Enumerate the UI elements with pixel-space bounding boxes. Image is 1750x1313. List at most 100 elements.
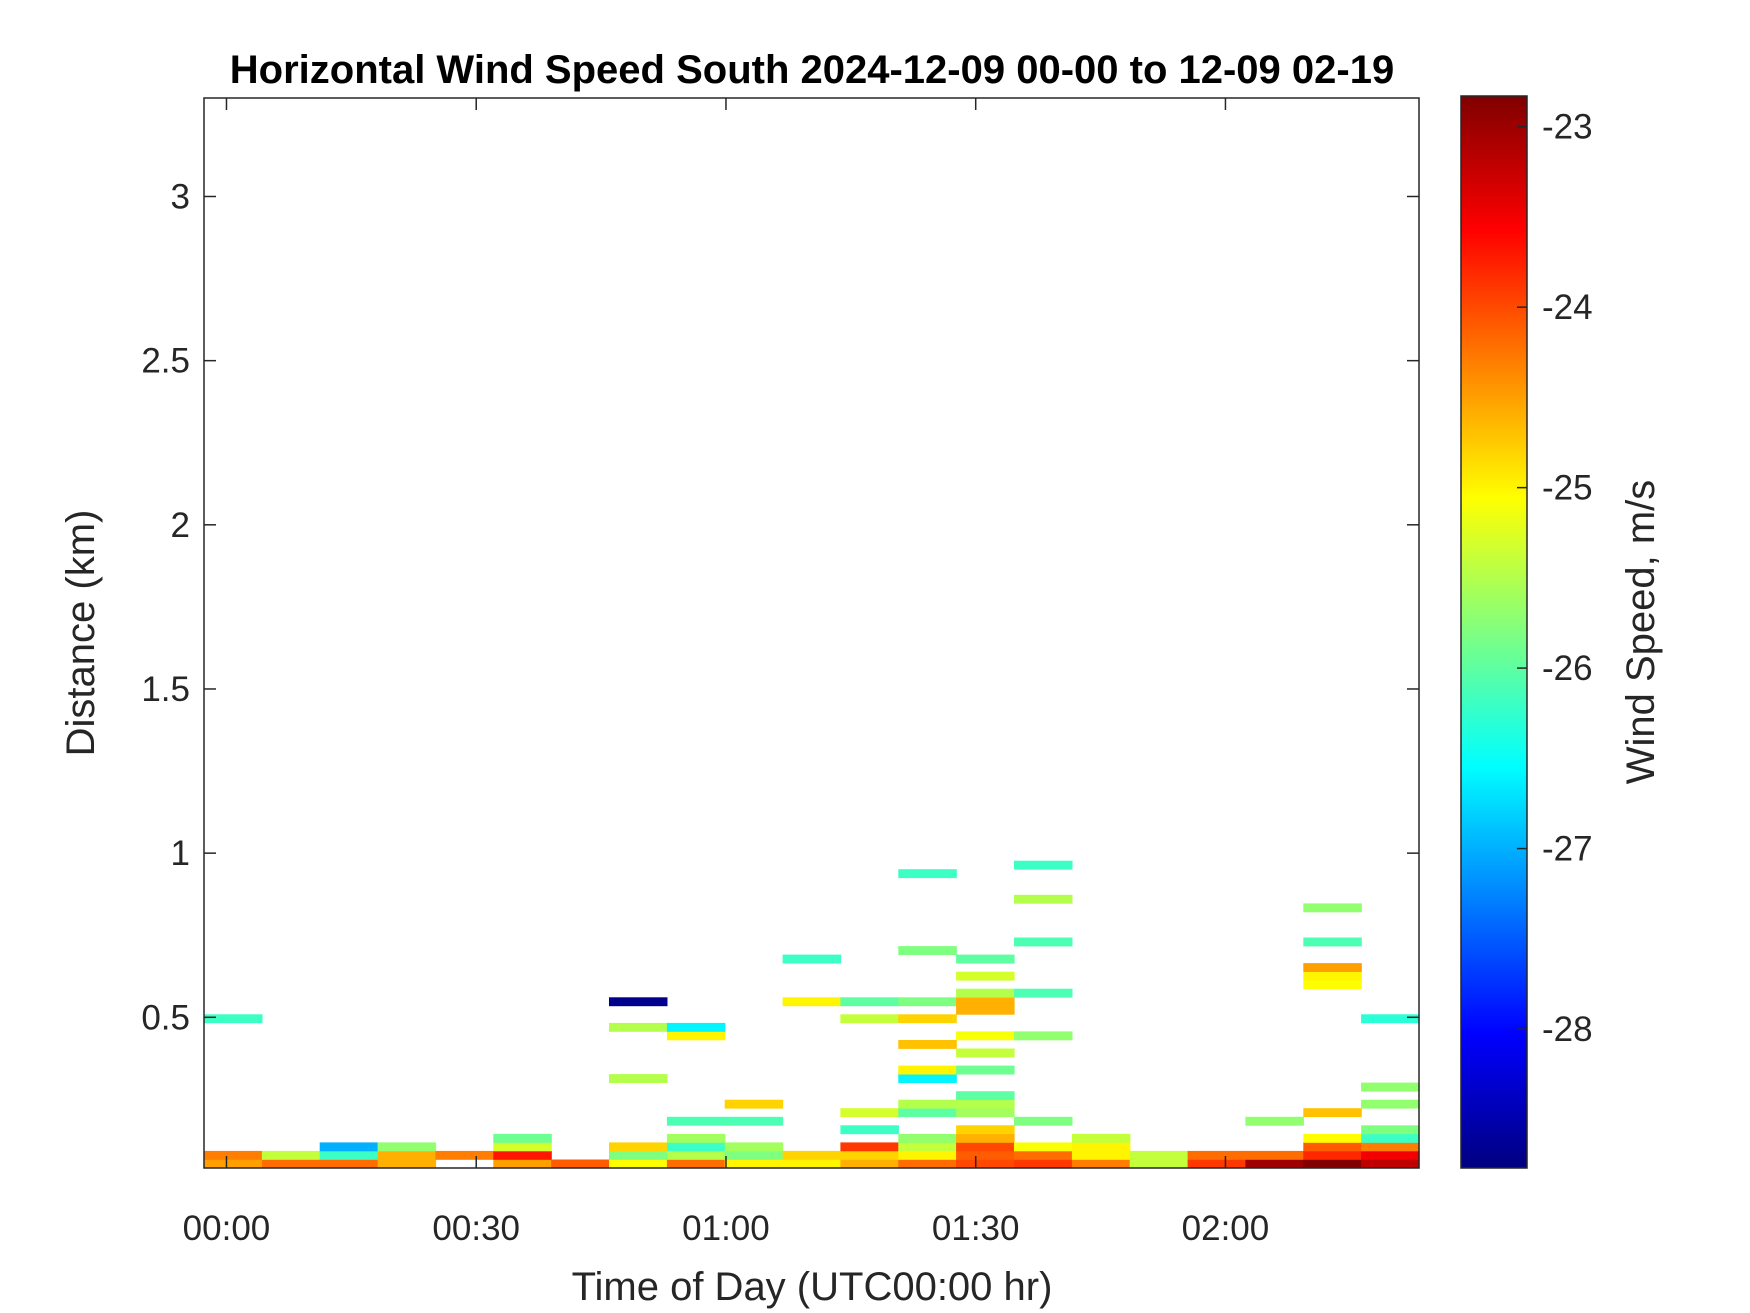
heatmap-cell bbox=[898, 1065, 957, 1075]
heatmap-cell bbox=[840, 1108, 899, 1118]
y-tick-label: 1 bbox=[171, 834, 190, 873]
heatmap-cell bbox=[493, 1133, 552, 1143]
heatmap-cell bbox=[204, 1159, 263, 1169]
y-tick-label: 2 bbox=[171, 506, 190, 545]
colorbar-tick-label: -25 bbox=[1542, 469, 1593, 508]
heatmap-cell bbox=[840, 1150, 899, 1160]
colorbar-label: Wind Speed, m/s bbox=[1619, 480, 1663, 785]
heatmap-cell bbox=[377, 1150, 437, 1160]
heatmap-cells bbox=[204, 860, 1420, 1169]
heatmap-cell bbox=[724, 1099, 784, 1109]
heatmap-cell bbox=[956, 1031, 1015, 1041]
heatmap-cell bbox=[898, 946, 957, 955]
heatmap-cell bbox=[1361, 1014, 1420, 1024]
heatmap-cell bbox=[666, 1133, 726, 1143]
heatmap-cell bbox=[319, 1150, 379, 1160]
heatmap-cell bbox=[956, 997, 1015, 1007]
heatmap-cell bbox=[1245, 1150, 1304, 1160]
heatmap-cell bbox=[898, 1108, 957, 1118]
heatmap-cell bbox=[1071, 1150, 1131, 1160]
heatmap-cell bbox=[898, 1133, 957, 1143]
heatmap-cell bbox=[840, 997, 899, 1007]
heatmap-cell bbox=[898, 1150, 957, 1160]
heatmap-cell bbox=[204, 1014, 263, 1024]
heatmap-cell bbox=[898, 1099, 957, 1109]
heatmap-cell bbox=[1014, 1116, 1073, 1126]
heatmap-cell bbox=[1187, 1150, 1247, 1160]
x-tick-label: 02:00 bbox=[1182, 1209, 1270, 1248]
heatmap-cell bbox=[493, 1142, 552, 1152]
heatmap-cell bbox=[956, 1065, 1015, 1075]
heatmap-cell bbox=[609, 1022, 668, 1032]
heatmap-cell bbox=[666, 1150, 726, 1160]
axes: 00:00 00:30 01:00 01:30 02:00 0.5 1 1.5 2 2.5 3 bbox=[141, 98, 1419, 1248]
heatmap-cell bbox=[666, 1142, 726, 1152]
heatmap-cell bbox=[956, 1108, 1015, 1118]
colorbar-tick-label: -24 bbox=[1542, 288, 1593, 327]
heatmap-cell bbox=[204, 1150, 263, 1160]
y-tick-label: 2.5 bbox=[141, 342, 190, 381]
heatmap-cell bbox=[840, 1159, 899, 1169]
heatmap-cell bbox=[1129, 1150, 1189, 1160]
heatmap-cell bbox=[782, 997, 842, 1007]
heatmap-cell bbox=[1303, 971, 1362, 981]
heatmap-cell bbox=[1014, 1150, 1073, 1160]
heatmap-cell bbox=[840, 1125, 899, 1135]
heatmap-cell bbox=[1129, 1159, 1189, 1169]
y-tick-label: 1.5 bbox=[141, 670, 190, 709]
heatmap-cell bbox=[956, 1091, 1015, 1101]
heatmap-cell bbox=[1361, 1150, 1420, 1160]
heatmap-cell bbox=[1303, 1150, 1362, 1160]
heatmap-cell bbox=[956, 988, 1015, 998]
heatmap-cell bbox=[493, 1159, 552, 1169]
heatmap-cell bbox=[1303, 937, 1362, 947]
x-tick-label: 00:00 bbox=[183, 1209, 271, 1248]
heatmap-cell bbox=[1361, 1133, 1420, 1143]
heatmap-cell bbox=[1014, 937, 1073, 947]
heatmap-cell bbox=[1245, 1116, 1304, 1126]
heatmap-cell bbox=[956, 954, 1015, 964]
heatmap-cell bbox=[666, 1031, 726, 1041]
heatmap-cell bbox=[493, 1150, 552, 1160]
heatmap-cell bbox=[898, 1074, 957, 1083]
heatmap-cell bbox=[898, 1142, 957, 1152]
heatmap-cell bbox=[782, 954, 842, 964]
heatmap-cell bbox=[956, 1125, 1015, 1135]
heatmap-cell bbox=[1361, 1099, 1420, 1109]
heatmap-cell bbox=[1303, 1108, 1362, 1118]
heatmap-cell bbox=[1014, 1159, 1073, 1169]
heatmap-cell bbox=[956, 1133, 1015, 1143]
y-tick-label: 3 bbox=[171, 177, 190, 216]
heatmap-cell bbox=[377, 1142, 437, 1152]
heatmap-cell bbox=[1303, 903, 1362, 913]
heatmap-cell bbox=[898, 869, 957, 879]
heatmap-cell bbox=[609, 1142, 668, 1152]
heatmap-cell bbox=[1303, 1159, 1362, 1169]
heatmap-cell bbox=[609, 997, 668, 1007]
heatmap-cell bbox=[609, 1150, 668, 1160]
heatmap-cell bbox=[435, 1150, 494, 1160]
heatmap-cell bbox=[724, 1159, 784, 1169]
heatmap-cell bbox=[956, 1150, 1015, 1160]
heatmap-cell bbox=[1361, 1142, 1420, 1152]
heatmap-cell bbox=[724, 1116, 784, 1126]
heatmap-cell bbox=[840, 1142, 899, 1152]
heatmap-cell bbox=[1187, 1159, 1247, 1169]
heatmap-cell bbox=[1014, 1142, 1073, 1152]
heatmap-cell bbox=[1361, 1125, 1420, 1135]
heatmap-cell bbox=[1014, 860, 1073, 870]
heatmap-cell bbox=[1303, 980, 1362, 990]
heatmap-cell bbox=[1014, 988, 1073, 998]
heatmap-cell bbox=[261, 1159, 321, 1169]
colorbar-tick-label: -23 bbox=[1542, 108, 1593, 147]
heatmap-cell bbox=[956, 1048, 1015, 1058]
heatmap-cell bbox=[898, 1040, 957, 1049]
y-tick-label: 0.5 bbox=[141, 998, 190, 1037]
colorbar-tick-label: -27 bbox=[1542, 830, 1593, 869]
heatmap-cell bbox=[1303, 1133, 1362, 1143]
heatmap-cell bbox=[377, 1159, 437, 1169]
heatmap-cell bbox=[319, 1142, 379, 1152]
heatmap-cell bbox=[956, 1099, 1015, 1109]
heatmap-cell bbox=[840, 1014, 899, 1024]
